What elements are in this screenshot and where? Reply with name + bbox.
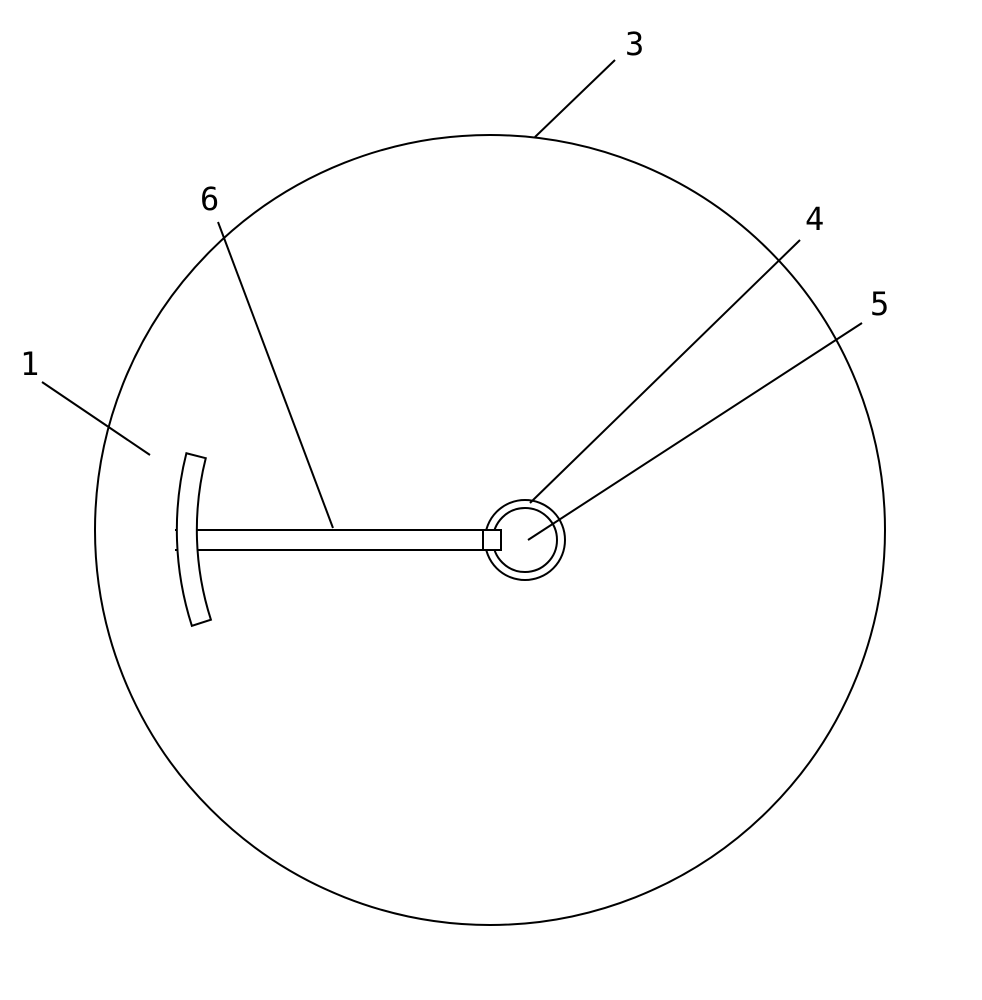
label-6: 6 (200, 180, 219, 218)
handle-arc (177, 453, 211, 626)
label-4: 4 (805, 200, 824, 238)
leader-line-5 (528, 323, 862, 540)
label-5: 5 (870, 285, 889, 323)
leader-line-4 (530, 240, 800, 503)
connecting-rod (175, 530, 485, 550)
label-1: 1 (20, 345, 39, 383)
rod-collar (483, 530, 501, 550)
technical-diagram: 1 6 3 4 5 (0, 0, 982, 1000)
leader-line-3 (535, 60, 615, 137)
label-3: 3 (625, 25, 644, 63)
leader-line-6 (218, 222, 333, 528)
leader-line-1 (42, 382, 150, 455)
